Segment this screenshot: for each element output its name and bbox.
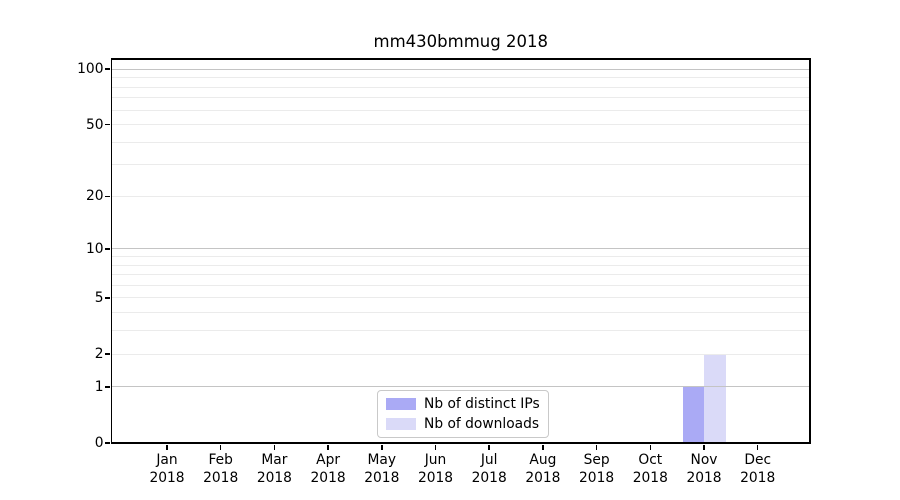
y-tick-label: 10 — [85, 240, 104, 257]
minor-gridline — [111, 297, 810, 299]
legend: Nb of distinct IPs Nb of downloads — [377, 390, 549, 438]
x-tick — [756, 444, 759, 450]
y-tick — [104, 248, 110, 250]
x-tick — [649, 444, 652, 450]
x-tick — [703, 444, 705, 450]
y-tick — [104, 442, 110, 444]
y-axis-spine — [110, 58, 113, 444]
x-tick — [488, 444, 490, 450]
x-tick — [542, 444, 544, 450]
x-tick-label: Nov 2018 — [686, 452, 722, 486]
y-tick — [104, 68, 110, 70]
x-tick-label: Jul 2018 — [471, 452, 507, 486]
minor-gridline — [111, 164, 810, 166]
minor-gridline — [111, 312, 810, 314]
x-tick-label: Oct 2018 — [632, 452, 668, 486]
minor-gridline — [111, 86, 810, 88]
minor-gridline — [111, 255, 810, 257]
y-tick-label: 20 — [85, 188, 104, 205]
legend-label-distinct-ips: Nb of distinct IPs — [424, 396, 540, 412]
x-tick-label: Aug 2018 — [525, 452, 561, 486]
major-gridline — [111, 386, 810, 388]
minor-gridline — [111, 141, 810, 143]
x-tick — [381, 444, 383, 450]
y-tick — [104, 297, 110, 299]
y-tick-label: 2 — [94, 346, 104, 362]
x-tick-label: Jun 2018 — [417, 452, 454, 486]
minor-gridline — [111, 274, 810, 276]
right-spine — [809, 58, 811, 444]
bar-nb-of-distinct-ips — [682, 386, 704, 443]
y-tick — [104, 386, 110, 388]
minor-gridline — [111, 330, 810, 332]
plot-area: Nb of distinct IPs Nb of downloads — [110, 58, 811, 444]
legend-label-downloads: Nb of downloads — [424, 416, 540, 432]
top-spine — [110, 58, 811, 60]
legend-swatch-downloads — [386, 417, 416, 431]
minor-gridline — [111, 195, 810, 197]
x-tick-label: Jan 2018 — [149, 452, 185, 486]
minor-gridline — [111, 97, 810, 99]
minor-gridline — [111, 124, 810, 125]
legend-swatch-distinct-ips — [386, 397, 416, 411]
chart-title: mm430bmmug 2018 — [373, 32, 548, 51]
y-tick — [104, 353, 110, 355]
major-gridline — [111, 68, 810, 70]
y-tick-label: 50 — [85, 116, 104, 133]
x-tick-label: Dec 2018 — [740, 452, 776, 486]
major-gridline — [111, 248, 810, 250]
minor-gridline — [111, 109, 810, 111]
x-tick-label: Sep 2018 — [579, 452, 615, 486]
x-tick-label: Mar 2018 — [256, 452, 292, 486]
x-tick — [219, 444, 222, 450]
bar-nb-of-downloads — [704, 354, 726, 443]
minor-gridline — [111, 284, 810, 286]
y-tick-label: 0 — [94, 435, 104, 451]
x-tick — [434, 444, 437, 450]
y-tick-label: 5 — [94, 289, 104, 306]
legend-item-downloads: Nb of downloads — [386, 414, 540, 434]
x-tick — [166, 444, 168, 450]
x-tick-label: Apr 2018 — [310, 452, 346, 486]
minor-gridline — [111, 264, 810, 266]
x-tick — [327, 444, 329, 450]
y-tick — [104, 123, 110, 126]
x-axis-spine — [110, 442, 811, 444]
x-tick-label: May 2018 — [364, 452, 400, 486]
x-tick — [273, 444, 276, 450]
y-tick-label: 100 — [77, 61, 104, 78]
minor-gridline — [111, 353, 810, 355]
legend-item-distinct-ips: Nb of distinct IPs — [386, 394, 540, 414]
x-tick-label: Feb 2018 — [203, 452, 239, 486]
y-tick-label: 1 — [94, 378, 104, 395]
minor-gridline — [111, 77, 810, 79]
x-tick — [595, 444, 598, 450]
y-tick — [104, 195, 110, 198]
